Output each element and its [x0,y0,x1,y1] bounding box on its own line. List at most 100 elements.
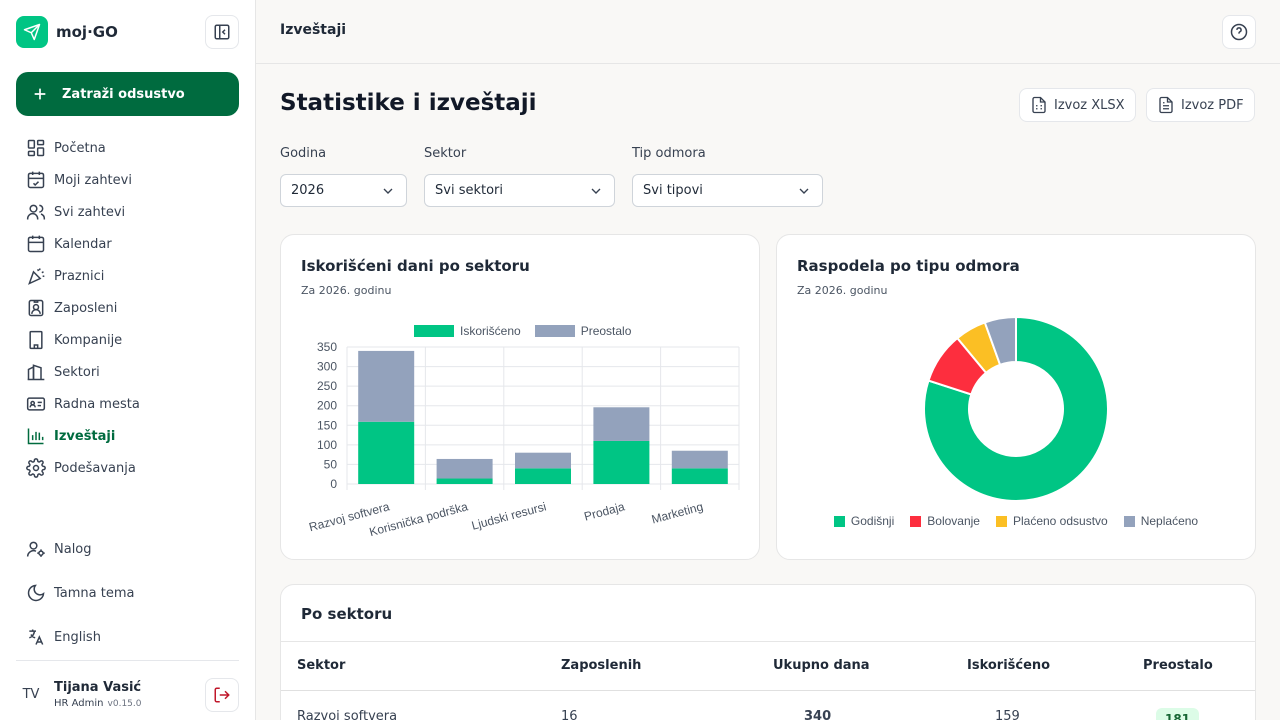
used-days-by-sector-card: Iskorišćeni dani po sektoru Za 2026. god… [280,234,760,560]
app-version: v0.15.0 [107,698,142,709]
bar-segment [671,468,728,484]
sidebar-item-label: Izveštaji [54,428,116,444]
leave-type-select[interactable]: Svi tipovi [632,174,823,207]
sidebar-item-all-requests[interactable]: Svi zahtevi [16,196,239,228]
export-pdf-button[interactable]: Izvoz PDF [1146,88,1255,122]
leave-type-filter: Tip odmora Svi tipovi [632,146,823,207]
sidebar-collapse-icon [214,24,230,40]
leave-type-distribution-card: Raspodela po tipu odmora Za 2026. godinu… [776,234,1256,560]
cell-remaining-badge: 181 [1156,708,1200,720]
legend-item: Bolovanje [910,514,980,528]
logout-button[interactable] [205,678,239,712]
legend-swatch [1123,515,1135,527]
sidebar-item-holidays[interactable]: Praznici [16,260,239,292]
sector-filter: Sektor Svi sektori [424,146,615,207]
bar-chart-legend: Iskorišćeno Preostalo [414,324,631,338]
sidebar-item-my-requests[interactable]: Moji zahtevi [16,164,239,196]
collapse-sidebar-button[interactable] [205,15,239,49]
building-icon [29,330,43,350]
donut-chart-legend: Godišnji Bolovanje Plaćeno odsustvo Nepl… [777,514,1255,528]
sidebar-item-settings[interactable]: Podešavanja [16,452,239,484]
legend-swatch-used [414,325,454,337]
sidebar-item-calendar[interactable]: Kalendar [16,228,239,260]
sidebar-item-home[interactable]: Početna [16,132,239,164]
top-header: Izveštaji [256,0,1280,64]
sidebar-divider [16,660,239,661]
column-header-used[interactable]: Iskorišćeno [967,658,1051,673]
export-xlsx-button[interactable]: Izvoz XLSX [1019,88,1136,122]
y-tick-label: 0 [330,477,337,491]
donut-slice [983,315,1017,367]
y-tick-label: 150 [317,418,337,432]
export-xlsx-label: Izvoz XLSX [1054,97,1125,113]
sidebar-item-label: Kalendar [54,236,112,252]
account-link[interactable]: Nalog [16,527,239,571]
sidebar-item-label: Radna mesta [54,396,140,412]
cell-sector: Razvoj softvera [297,709,398,720]
donut-chart [923,315,1109,502]
document-file-icon [1159,96,1173,114]
by-sector-table-card: Po sektoru Sektor Zaposlenih Ukupno dana… [280,584,1256,720]
column-header-employees[interactable]: Zaposlenih [561,658,642,673]
bar-segment [358,350,415,422]
sidebar-item-label: Praznici [54,268,105,284]
sidebar-item-positions[interactable]: Radna mesta [16,388,239,420]
legend-swatch-remaining [534,325,575,337]
bar-segment [515,452,571,469]
year-filter: Godina 2026 [280,146,407,207]
user-info: Tijana Vasić HR Admin v0.15.0 [54,680,141,709]
cell-employees: 16 [561,709,578,720]
users-icon [26,204,46,220]
cell-used: 159 [995,709,1020,720]
y-tick-label: 300 [317,360,337,374]
sidebar-item-employees[interactable]: Zaposleni [16,292,239,324]
sidebar-item-label: Zaposleni [54,300,118,316]
y-tick-label: 200 [317,399,337,413]
sidebar-item-companies[interactable]: Kompanije [16,324,239,356]
dark-theme-toggle[interactable]: Tamna tema [16,571,239,615]
paper-plane-logo-icon [16,16,48,48]
x-tick-label: Marketing [650,499,705,526]
sidebar-item-reports[interactable]: Izveštaji [16,420,239,452]
main-nav: Početna Moji zahtevi Svi zahtevi Kalenda… [16,132,239,484]
language-toggle[interactable]: English [16,615,239,659]
user-profile: TV Tijana Vasić HR Admin v0.15.0 [16,672,239,716]
sidebar-item-sectors[interactable]: Sektori [16,356,239,388]
page-title: Statistike i izveštaji [280,90,537,116]
column-header-total-days[interactable]: Ukupno dana [773,658,870,673]
column-header-sector[interactable]: Sektor [297,658,346,673]
moon-icon [27,584,45,602]
donut-slice [923,315,1109,502]
sector-select[interactable]: Svi sektori [424,174,615,207]
year-select[interactable]: 2026 [280,174,407,207]
sidebar-item-label: Moji zahtevi [54,172,132,188]
calendar-check-icon [27,171,45,189]
grid-icon [27,139,45,157]
bar-card-title: Iskorišćeni dani po sektoru [301,257,530,275]
help-button[interactable] [1222,15,1256,49]
bar-segment [671,450,728,469]
request-leave-button[interactable]: Zatraži odsustvo [16,72,239,116]
app-name: moj·GO [56,23,118,41]
legend-label-remaining: Preostalo [580,324,632,338]
logout-icon [214,687,230,703]
buildings-icon [27,364,45,381]
column-header-remaining[interactable]: Preostalo [1143,658,1213,673]
bar-segment [515,468,571,484]
gear-icon [26,458,46,478]
calendar-icon [27,235,45,253]
sidebar-item-label: Početna [54,140,106,156]
help-icon [1230,23,1248,41]
chevron-down-icon [591,188,601,194]
legend-item: Neplaćeno [1123,514,1198,528]
bar-card-subtitle: Za 2026. godinu [301,284,392,297]
cell-total-days: 340 [804,709,832,720]
brand[interactable]: moj·GO [16,16,118,48]
translate-icon [29,629,44,645]
table-header-row: Sektor Zaposlenih Ukupno dana Iskorišćen… [281,641,1255,691]
legend-item: Godišnji [833,514,894,528]
year-filter-label: Godina [280,146,327,161]
table-row[interactable]: Razvoj softvera 16 340 159 181 [281,692,1255,720]
sidebar: moj·GO Zatraži odsustvo Početna Moji zah… [0,0,256,720]
